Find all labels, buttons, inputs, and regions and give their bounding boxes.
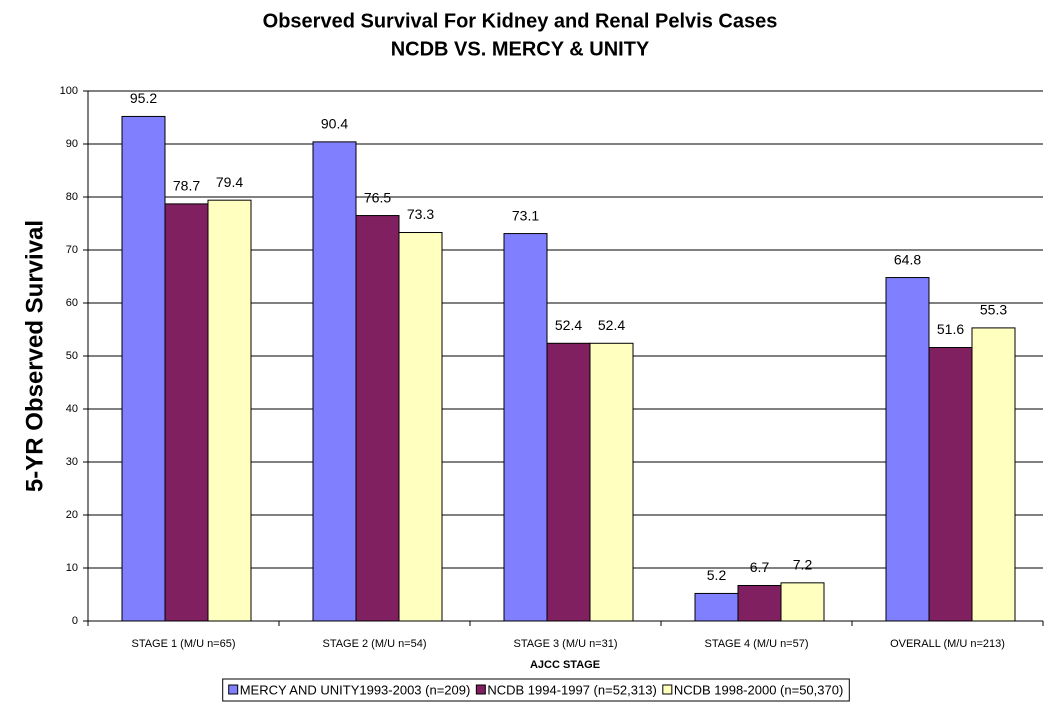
chart-title: Observed Survival For Kidney and Renal P…	[263, 10, 778, 32]
value-label: 73.3	[407, 206, 434, 222]
y-tick-label: 20	[66, 509, 78, 521]
bar	[164, 203, 209, 622]
y-tick-label: 50	[66, 350, 78, 362]
bar	[207, 199, 252, 622]
y-tick-label: 80	[66, 191, 78, 203]
bar	[398, 232, 443, 622]
x-tick-label: STAGE 2 (M/U n=54)	[322, 638, 426, 650]
y-tick-label: 70	[66, 244, 78, 256]
y-tick-label: 100	[60, 85, 78, 97]
chart-subtitle: NCDB VS. MERCY & UNITY	[391, 38, 650, 60]
bar	[971, 327, 1016, 622]
value-label: 52.4	[555, 317, 582, 333]
value-label: 95.2	[130, 90, 157, 106]
x-tick-label: STAGE 1 (M/U n=65)	[131, 638, 235, 650]
bar	[121, 115, 166, 622]
value-label: 6.7	[750, 559, 770, 575]
bar	[355, 215, 400, 622]
y-tick-label: 40	[66, 403, 78, 415]
x-tick-label: STAGE 3 (M/U n=31)	[513, 638, 617, 650]
value-label: 5.2	[707, 567, 727, 583]
y-tick-label: 30	[66, 456, 78, 468]
legend-label: NCDB 1998-2000 (n=50,370)	[674, 682, 843, 697]
value-label: 79.4	[216, 174, 243, 190]
value-label: 7.2	[793, 557, 813, 573]
y-axis-title: 5-YR Observed Survival	[21, 220, 48, 492]
y-tick-label: 10	[66, 562, 78, 574]
value-label: 55.3	[980, 302, 1007, 318]
x-axis-title: AJCC STAGE	[530, 659, 600, 671]
bar	[694, 592, 739, 622]
value-label: 78.7	[173, 178, 200, 194]
bar	[780, 582, 825, 622]
value-label: 64.8	[894, 251, 921, 267]
y-tick-label: 60	[66, 297, 78, 309]
value-label: 51.6	[937, 321, 964, 337]
bar	[885, 277, 930, 622]
y-tick-label: 0	[72, 615, 78, 627]
value-label: 90.4	[321, 116, 348, 132]
legend-swatch	[662, 684, 673, 695]
bar	[589, 342, 634, 622]
bar	[503, 233, 548, 622]
legend-swatch	[475, 684, 486, 695]
x-tick-label: OVERALL (M/U n=213)	[890, 638, 1005, 650]
x-tick-label: STAGE 4 (M/U n=57)	[704, 638, 808, 650]
bar	[928, 347, 973, 622]
y-tick-label: 90	[66, 138, 78, 150]
legend-swatch	[228, 684, 239, 695]
value-label: 76.5	[364, 189, 391, 205]
bar	[312, 141, 357, 622]
bar	[546, 342, 591, 622]
value-label: 73.1	[512, 207, 539, 223]
legend-box	[222, 678, 850, 702]
legend-label: NCDB 1994-1997 (n=52,313)	[487, 682, 656, 697]
bar	[737, 584, 782, 622]
value-label: 52.4	[598, 317, 625, 333]
legend-label: MERCY AND UNITY1993-2003 (n=209)	[240, 682, 471, 697]
